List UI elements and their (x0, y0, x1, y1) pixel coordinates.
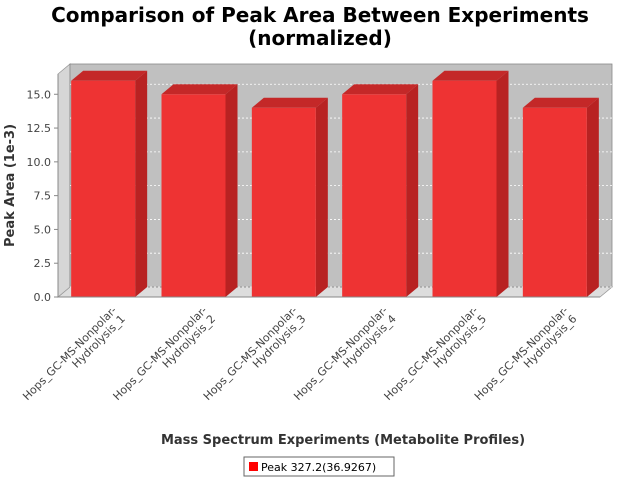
chart-title-line: (normalized) (248, 26, 392, 50)
y-tick-label: 15.0 (27, 88, 52, 101)
bar-top (161, 84, 238, 95)
x-tick-label-line: Hops_GC-MS-Nonpolar- (201, 304, 300, 403)
bar (432, 70, 509, 298)
bar-side (225, 84, 238, 297)
plot-area (56, 63, 614, 298)
y-axis: 0.0 2.5 5.0 7.5 10.0 12.5 15.0 Peak Area (1e-3) (3, 74, 59, 304)
x-tick-label-line: Hops_GC-MS-Nonpolar- (382, 304, 481, 403)
chart-title: Comparison of Peak Area Between Experime… (51, 3, 589, 50)
y-tick-label: 7.5 (34, 190, 52, 203)
bar (161, 84, 238, 297)
bar-front (342, 94, 407, 297)
bar-side (586, 97, 599, 298)
legend-box (243, 456, 395, 477)
bar-side (315, 97, 328, 298)
plot-left-wall (57, 63, 71, 298)
bar-top (522, 97, 599, 108)
bar-top (432, 70, 509, 81)
bar-front (71, 80, 136, 298)
bar-top (342, 84, 419, 95)
x-tick-label-line: Hops_GC-MS-Nonpolar- (472, 304, 571, 403)
x-tick-label-line: Hops_GC-MS-Nonpolar- (111, 304, 210, 403)
y-tick-label: 0.0 (34, 291, 52, 304)
bar-top (251, 97, 328, 108)
x-axis-label: Mass Spectrum Experiments (Metabolite Pr… (161, 433, 525, 448)
y-tick-label: 10.0 (27, 156, 52, 169)
x-tick-label-line: Hops_GC-MS-Nonpolar- (291, 304, 390, 403)
bar (342, 84, 419, 297)
bar-front (251, 107, 316, 298)
y-tick-label: 5.0 (34, 223, 52, 236)
legend-entry: Peak 327.2(36.9267) (261, 461, 376, 474)
bar-side (406, 84, 419, 297)
bars (71, 70, 599, 298)
bar-front (432, 80, 497, 298)
chart-title-line: Comparison of Peak Area Between Experime… (51, 3, 589, 27)
bar (251, 97, 328, 298)
bar-side (135, 70, 148, 298)
y-tick-label: 12.5 (27, 122, 52, 135)
y-axis-label: Peak Area (1e-3) (3, 124, 18, 247)
bar-side (496, 70, 509, 298)
x-tick-label: Hops_GC-MS-Nonpolar-Hydrolysis_6 (472, 304, 580, 412)
y-tick-label: 2.5 (34, 257, 52, 270)
bar (522, 97, 599, 298)
bar-front (522, 107, 587, 298)
bar-top (71, 70, 148, 81)
bar-front (161, 94, 226, 297)
legend-swatch (249, 462, 258, 471)
legend: Peak 327.2(36.9267) (243, 456, 395, 477)
x-tick-label-line: Hops_GC-MS-Nonpolar- (20, 304, 119, 403)
x-axis: Hops_GC-MS-Nonpolar-Hydrolysis_1Hops_GC-… (20, 296, 600, 448)
bar (71, 70, 148, 298)
plot-back-wall (69, 63, 613, 288)
